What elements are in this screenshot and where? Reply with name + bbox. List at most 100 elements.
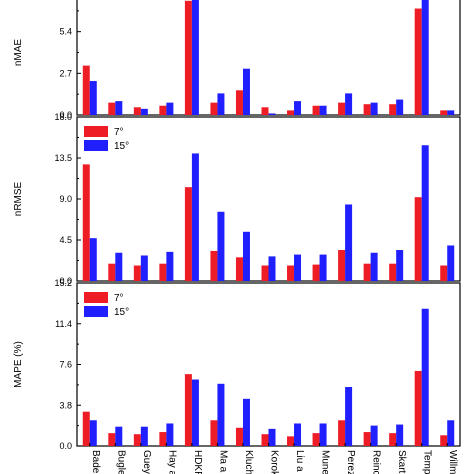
bar-3-fifteen-9 — [294, 423, 302, 446]
bar-2-fifteen-8 — [268, 256, 276, 281]
bar-2-seven-4 — [159, 263, 167, 281]
legend-swatch-fifteen — [84, 306, 108, 317]
bar-1-seven-3 — [133, 107, 141, 115]
bar-2-seven-9 — [287, 265, 295, 281]
bar-1-fifteen-13 — [396, 99, 404, 115]
bar-1-seven-7 — [235, 90, 243, 115]
panel-1-ytick-label: 5.4 — [59, 27, 72, 37]
bar-2-fifteen-1 — [89, 238, 97, 281]
bar-2-fifteen-9 — [294, 254, 302, 281]
panel-2-ytick-label: 13.5 — [54, 153, 72, 163]
panel-2-ylabel: nRMSE — [13, 181, 24, 216]
bar-3-fifteen-15 — [447, 420, 455, 446]
bar-3-seven-4 — [159, 432, 167, 446]
category-label-8: Korok — [269, 450, 280, 474]
legend-label-seven: 7° — [114, 127, 124, 138]
bar-3-seven-7 — [235, 427, 243, 446]
bar-1-seven-12 — [363, 104, 371, 115]
bar-3-seven-9 — [287, 436, 295, 446]
bar-2-seven-13 — [389, 263, 397, 281]
bar-2-seven-10 — [312, 264, 320, 281]
legend-label-fifteen: 15° — [114, 307, 129, 318]
category-label-4: Hay a — [166, 450, 177, 474]
bar-3-seven-13 — [389, 433, 397, 446]
category-label-7: Kluch — [243, 450, 254, 474]
bar-1-seven-5 — [184, 0, 192, 116]
bar-2-seven-6 — [210, 250, 218, 281]
category-label-12: Reinc — [371, 450, 382, 474]
panel-2-ytick-label: 4.5 — [59, 235, 72, 245]
bar-2-fifteen-2 — [115, 252, 123, 281]
category-label-5: HDKR — [192, 450, 203, 474]
bar-3-seven-6 — [210, 420, 218, 446]
legend-swatch-seven — [84, 126, 108, 137]
bar-2-fifteen-12 — [370, 252, 378, 281]
bar-3-seven-2 — [108, 433, 116, 446]
legend-label-seven: 7° — [114, 293, 124, 304]
bar-1-fifteen-4 — [166, 102, 174, 115]
bar-1-seven-13 — [389, 104, 397, 115]
bar-3-seven-5 — [184, 374, 192, 446]
bar-1-seven-1 — [82, 65, 90, 115]
bar-1-seven-8 — [261, 107, 269, 115]
bar-1-fifteen-7 — [242, 68, 250, 115]
bar-1-fifteen-8 — [268, 113, 276, 115]
bar-2-seven-1 — [82, 164, 90, 281]
panel-3-ytick-label: 7.6 — [59, 360, 72, 370]
bar-3-seven-3 — [133, 434, 141, 446]
panel-3-ylabel: MAPE (%) — [13, 341, 24, 388]
category-label-2: Bugle — [115, 450, 126, 474]
bar-1-fifteen-5 — [191, 0, 199, 116]
bar-1-fifteen-2 — [115, 101, 123, 115]
category-label-3: Guey — [141, 450, 152, 474]
bar-2-seven-11 — [338, 250, 346, 281]
bar-3-fifteen-3 — [140, 426, 148, 446]
bar-3-seven-8 — [261, 434, 269, 446]
bar-1-seven-6 — [210, 102, 218, 115]
bar-3-seven-11 — [338, 420, 346, 446]
legend-swatch-fifteen — [84, 140, 108, 151]
bar-1-fifteen-6 — [217, 93, 225, 115]
bar-2-seven-14 — [414, 197, 422, 281]
category-label-6: Ma a — [217, 450, 228, 473]
bar-3-fifteen-14 — [421, 308, 429, 446]
bar-3-fifteen-13 — [396, 424, 404, 446]
bar-2-seven-15 — [440, 265, 448, 281]
panel-2-top-label: 18.0 — [54, 112, 72, 122]
bar-2-fifteen-13 — [396, 250, 404, 281]
panel-3-frame — [76, 282, 461, 447]
legend-swatch-seven — [84, 292, 108, 303]
category-label-14: Temp — [422, 450, 433, 474]
panel-3-top-label: 15.2 — [54, 278, 72, 288]
bar-2-fifteen-4 — [166, 251, 174, 281]
bar-2-seven-8 — [261, 265, 269, 281]
bar-1-fifteen-3 — [140, 108, 148, 115]
bar-1-fifteen-1 — [89, 81, 97, 115]
panel-3-ytick-label: 11.4 — [55, 319, 72, 329]
bar-3-fifteen-12 — [370, 425, 378, 446]
bar-2-fifteen-5 — [191, 153, 199, 281]
bar-1-fifteen-9 — [294, 101, 302, 115]
bar-3-seven-15 — [440, 435, 448, 446]
category-label-10: Mune — [320, 450, 331, 474]
bar-3-fifteen-1 — [89, 420, 97, 446]
panel-3-ytick-label: 3.8 — [59, 400, 72, 410]
bar-1-fifteen-15 — [447, 110, 455, 115]
bar-1-seven-11 — [338, 102, 346, 115]
bar-3-fifteen-4 — [166, 423, 174, 446]
bar-2-fifteen-10 — [319, 254, 327, 281]
bar-1-seven-4 — [159, 105, 167, 115]
bar-1-fifteen-10 — [319, 105, 327, 115]
bar-3-seven-10 — [312, 433, 320, 446]
legend-label-fifteen: 15° — [114, 141, 129, 152]
bar-1-seven-2 — [108, 102, 116, 115]
bar-2-seven-5 — [184, 187, 192, 281]
bar-3-seven-12 — [363, 432, 371, 446]
panel-3-ytick-label: 0.0 — [59, 441, 72, 451]
bar-3-fifteen-5 — [191, 379, 199, 446]
bar-3-fifteen-8 — [268, 428, 276, 446]
bar-1-seven-15 — [440, 110, 448, 115]
bar-1-fifteen-11 — [345, 93, 353, 115]
category-label-1: Bade: — [90, 450, 101, 474]
